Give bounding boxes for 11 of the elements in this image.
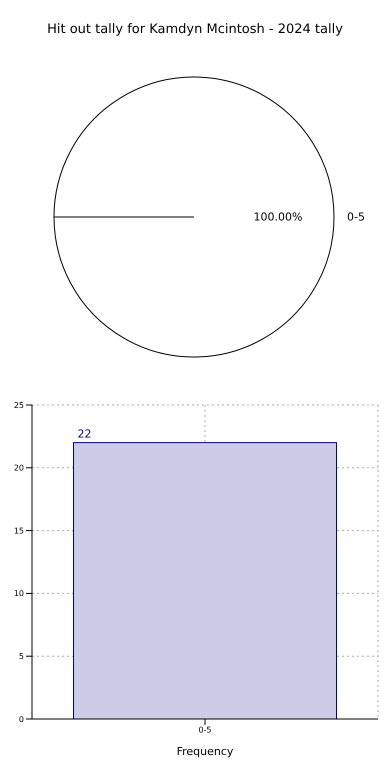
slice-label: 0-5 bbox=[347, 210, 365, 224]
y-tick-label: 5 bbox=[18, 652, 24, 662]
y-tick-label: 20 bbox=[14, 464, 24, 473]
y-tick-label: 0 bbox=[18, 714, 24, 724]
chart-title: Hit out tally for Kamdyn Mcintosh - 2024 tally bbox=[46, 21, 344, 39]
y-tick-label: 15 bbox=[14, 526, 24, 536]
data-label: 100.00% bbox=[254, 210, 302, 224]
x-axis-title: Frequency bbox=[176, 745, 234, 758]
y-tick-label: 10 bbox=[14, 589, 24, 598]
y-tick-label: 25 bbox=[14, 400, 24, 410]
data-label: 22 bbox=[78, 428, 92, 441]
